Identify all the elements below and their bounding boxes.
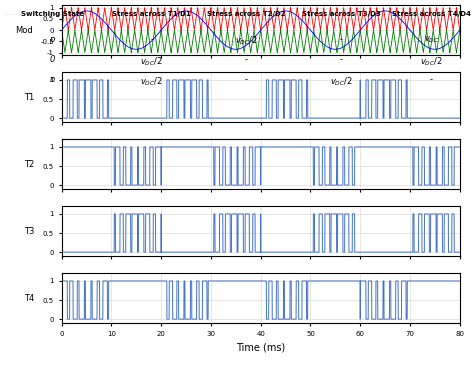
Text: -: - [245, 75, 248, 84]
Y-axis label: T2: T2 [24, 160, 34, 168]
Text: p: p [49, 35, 55, 44]
X-axis label: Time (ms): Time (ms) [236, 342, 285, 352]
Text: -: - [340, 35, 343, 44]
Text: Switching State: Switching State [20, 11, 84, 17]
Y-axis label: Mod: Mod [15, 26, 33, 34]
Text: 0: 0 [49, 55, 55, 64]
Text: -: - [150, 35, 153, 44]
Text: -: - [340, 55, 343, 64]
Text: $v_{DC}$: $v_{DC}$ [424, 35, 439, 46]
Text: Stress across T4/D4: Stress across T4/D4 [392, 11, 471, 17]
Text: $v_{DC}/2$: $v_{DC}/2$ [330, 75, 353, 88]
Text: n: n [49, 75, 55, 84]
Y-axis label: T1: T1 [24, 92, 34, 102]
Text: $v_{DC}/2$: $v_{DC}/2$ [420, 55, 443, 68]
Y-axis label: T3: T3 [24, 227, 34, 236]
Y-axis label: T4: T4 [24, 294, 34, 303]
Text: Stress across T2/D2: Stress across T2/D2 [207, 11, 286, 17]
Text: Stress across T3/D3: Stress across T3/D3 [302, 11, 381, 17]
Text: $v_{DC}/2$: $v_{DC}/2$ [140, 55, 163, 68]
Text: -: - [245, 55, 248, 64]
Text: -: - [430, 75, 433, 84]
Text: $v_{DC}/2$: $v_{DC}/2$ [235, 35, 258, 47]
Text: $v_{DC}/2$: $v_{DC}/2$ [140, 75, 163, 88]
Text: Stress across T1/D1: Stress across T1/D1 [112, 11, 191, 17]
